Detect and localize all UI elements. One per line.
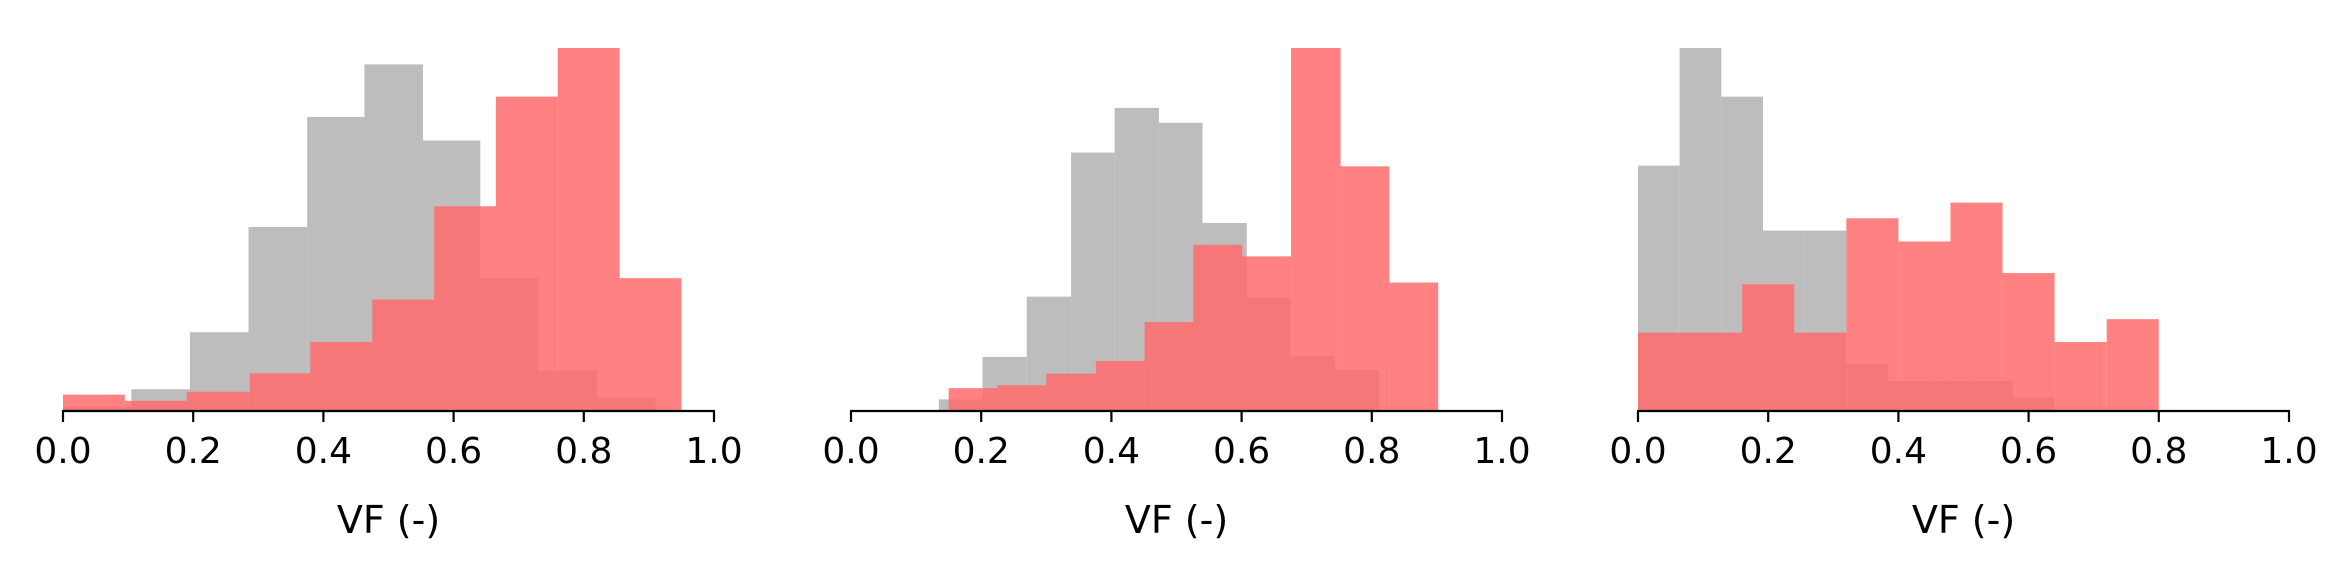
histogram-bar (186, 391, 250, 411)
x-tick-label: 0.4 (1083, 431, 1140, 472)
histogram-panel-3: 0.0 0.2 0.4 0.6 0.8 1.0 VF (-) (1609, 48, 2318, 542)
histogram-panel-1: 0.0 0.2 0.4 0.6 0.8 1.0 VF (-) (34, 48, 743, 542)
histogram-bar (372, 299, 435, 411)
histogram-bar (1794, 332, 1847, 411)
histogram-bar (1095, 360, 1145, 411)
histogram-bar (1898, 241, 1951, 411)
histogram-bar (1690, 332, 1743, 411)
histogram-bar (310, 342, 373, 411)
histogram-bar (1389, 282, 1439, 411)
x-tick-label: 0.6 (425, 431, 482, 472)
histogram-panel-2: 0.0 0.2 0.4 0.6 0.8 1.0 VF (-) (822, 48, 1531, 542)
histogram-series-2 (63, 48, 682, 412)
x-tick-label: 0.2 (953, 431, 1010, 472)
histogram-bar (1193, 244, 1243, 411)
histogram-bar (997, 385, 1047, 411)
x-tick-label: 0.2 (165, 431, 222, 472)
x-axis-label: VF (-) (1125, 498, 1228, 542)
x-tick-label: 0.6 (1213, 431, 1270, 472)
histogram-bar (1144, 322, 1194, 411)
histogram-bar (249, 373, 311, 411)
x-tick-label: 0.4 (1870, 431, 1927, 472)
histogram-series-2 (948, 48, 1439, 411)
x-tick-label: 0.4 (295, 431, 352, 472)
histogram-bar (1340, 166, 1390, 411)
x-tick-label: 1.0 (685, 431, 742, 472)
histogram-bar (1291, 48, 1341, 411)
histogram-bar (557, 48, 620, 411)
x-tick-label: 0.0 (1609, 431, 1666, 472)
x-axis-label: VF (-) (337, 498, 440, 542)
histogram-bar (1638, 332, 1691, 411)
histogram-bar (619, 278, 682, 411)
histogram-series-2 (1638, 202, 2159, 411)
histogram-bar (63, 394, 125, 412)
x-tick-label: 0.8 (555, 431, 612, 472)
histogram-bar (1846, 218, 1899, 411)
x-tick-label: 0.8 (2130, 431, 2187, 472)
histogram-bar (2002, 273, 2055, 411)
histogram-bar (1950, 202, 2003, 411)
histogram-bar (948, 388, 998, 411)
x-tick-label: 1.0 (1473, 431, 1530, 472)
histogram-bar (2106, 319, 2159, 411)
histogram-bar (434, 206, 496, 411)
histogram-bar (1046, 373, 1096, 411)
x-tick-label: 1.0 (2260, 431, 2317, 472)
histogram-bar (1742, 284, 1795, 411)
histogram-bar (495, 96, 558, 411)
x-axis-label: VF (-) (1912, 498, 2015, 542)
x-tick-label: 0.0 (822, 431, 879, 472)
x-tick-label: 0.8 (1343, 431, 1400, 472)
x-tick-label: 0.0 (34, 431, 91, 472)
x-tick-label: 0.6 (2000, 431, 2057, 472)
histogram-bar (2054, 342, 2107, 411)
x-tick-label: 0.2 (1740, 431, 1797, 472)
histogram-bar (1242, 256, 1292, 411)
histogram-bar (124, 400, 187, 411)
